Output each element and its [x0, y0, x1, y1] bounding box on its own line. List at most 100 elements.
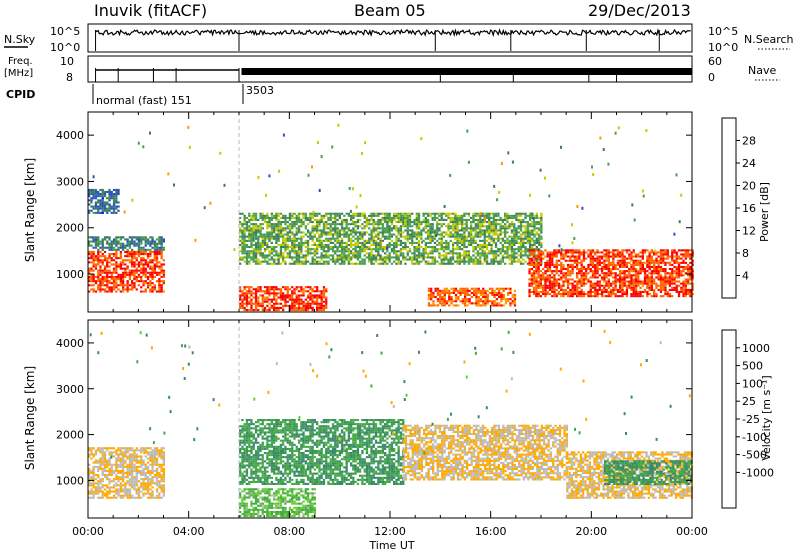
- power-cell: [493, 296, 496, 299]
- power-cell: [621, 257, 624, 260]
- power-cell: [582, 265, 586, 268]
- power-cell: [470, 225, 473, 228]
- power-cell: [544, 295, 547, 298]
- power-cell: [395, 227, 398, 230]
- power-cell: [689, 270, 692, 273]
- power-cell: [266, 223, 269, 226]
- power-cell: [295, 223, 298, 226]
- power-cell: [126, 253, 129, 256]
- power-cell: [436, 229, 439, 232]
- power-cell: [560, 276, 563, 279]
- power-cell: [306, 223, 310, 226]
- power-cell: [429, 212, 432, 215]
- power-cell: [417, 252, 421, 255]
- power-cell: [279, 302, 283, 305]
- power-cell: [497, 254, 500, 257]
- power-cell: [270, 241, 273, 244]
- power-cell: [286, 300, 289, 303]
- power-cell: [458, 246, 461, 249]
- power-cell: [605, 282, 608, 285]
- power-cell: [519, 239, 523, 242]
- power-cell: [571, 293, 574, 296]
- power-cell: [539, 257, 542, 260]
- power-cell: [625, 263, 629, 266]
- power-cell: [329, 227, 332, 230]
- power-cell: [399, 221, 403, 224]
- nave-label: Nave: [748, 64, 776, 77]
- power-cell: [363, 214, 366, 217]
- power-cell: [566, 259, 570, 262]
- power-cell: [587, 255, 590, 258]
- power-cell: [97, 255, 100, 258]
- power-cell: [476, 258, 480, 261]
- power-cell: [393, 233, 396, 236]
- power-cell: [354, 212, 357, 215]
- power-cell: [90, 193, 93, 196]
- power-cell: [137, 273, 141, 276]
- power-cell: [311, 294, 314, 297]
- power-cell: [334, 231, 337, 234]
- power-cell: [443, 302, 446, 305]
- power-cell: [304, 306, 307, 309]
- power-cell: [325, 237, 328, 240]
- power-cell: [263, 256, 267, 259]
- power-cell: [151, 275, 154, 278]
- cpid-label: CPID: [6, 88, 35, 101]
- power-cell: [494, 241, 498, 244]
- power-cell: [250, 229, 253, 232]
- power-cell: [97, 273, 100, 276]
- power-cell: [528, 231, 532, 234]
- power-cell: [607, 255, 610, 258]
- power-cell: [415, 235, 418, 238]
- power-cell: [266, 309, 269, 312]
- power-cell: [245, 290, 249, 293]
- power-cell: [528, 249, 531, 252]
- power-cell: [689, 257, 692, 260]
- power-cell: [580, 263, 583, 266]
- power-cell: [386, 214, 389, 217]
- power-cell: [297, 243, 301, 246]
- power-cell: [466, 287, 469, 290]
- power-cell: [684, 286, 687, 289]
- power-cell: [456, 262, 459, 265]
- power-cell: [322, 250, 326, 253]
- power-cell: [582, 272, 586, 275]
- power-cell: [300, 241, 303, 244]
- power-cell: [402, 235, 405, 238]
- power-cell: [386, 218, 389, 221]
- power-cell: [485, 243, 489, 246]
- power-cell: [142, 271, 145, 274]
- power-cell: [594, 270, 597, 273]
- power-cell: [562, 268, 565, 271]
- power-cell: [657, 265, 660, 268]
- power-cell: [329, 229, 332, 232]
- power-echo: [320, 155, 323, 159]
- power-cell: [432, 304, 435, 307]
- power-cell: [528, 248, 532, 251]
- power-cell: [648, 263, 651, 266]
- power-cell: [653, 290, 656, 293]
- power-cell: [245, 229, 249, 232]
- power-cell: [481, 218, 484, 221]
- power-cell: [467, 212, 471, 215]
- power-cell: [544, 280, 547, 283]
- power-cell: [352, 248, 355, 251]
- power-cell: [513, 293, 517, 296]
- power-cell: [463, 223, 466, 226]
- power-cell: [447, 212, 450, 215]
- power-cell: [476, 231, 480, 234]
- power-cell: [291, 290, 294, 293]
- power-cell: [439, 289, 442, 292]
- power-cell: [300, 243, 303, 246]
- power-cell: [673, 261, 676, 264]
- power-cell: [535, 223, 538, 226]
- power-cell: [488, 221, 491, 224]
- power-cell: [664, 286, 667, 289]
- power-cell: [135, 242, 138, 245]
- power-cell: [553, 263, 556, 266]
- power-cell: [92, 278, 95, 281]
- power-cell: [334, 225, 337, 228]
- power-cell: [589, 284, 592, 287]
- power-cell: [390, 229, 394, 232]
